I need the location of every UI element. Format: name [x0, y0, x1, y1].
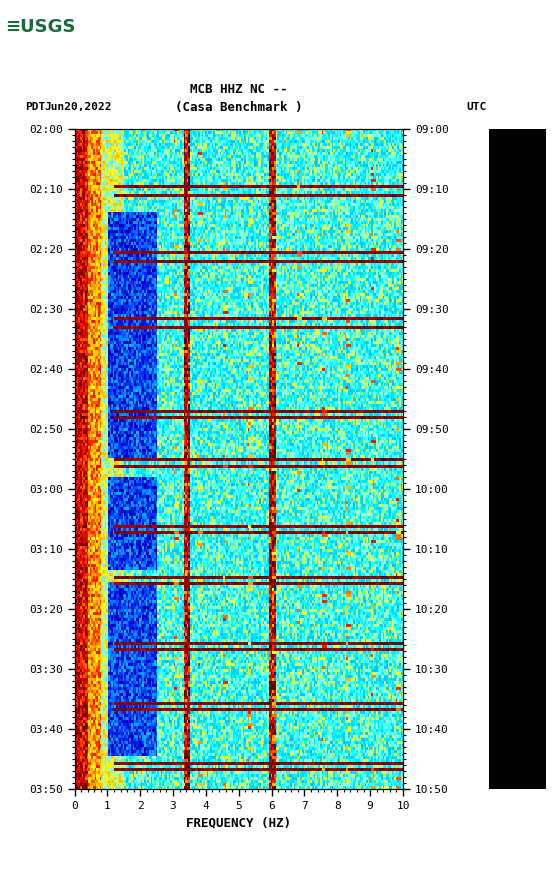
Text: UTC: UTC	[466, 102, 487, 112]
Text: (Casa Benchmark ): (Casa Benchmark )	[175, 101, 302, 113]
Text: ≡USGS: ≡USGS	[6, 18, 76, 36]
X-axis label: FREQUENCY (HZ): FREQUENCY (HZ)	[186, 817, 291, 830]
Text: MCB HHZ NC --: MCB HHZ NC --	[190, 83, 288, 95]
Text: Jun20,2022: Jun20,2022	[44, 102, 112, 112]
Text: PDT: PDT	[25, 102, 45, 112]
